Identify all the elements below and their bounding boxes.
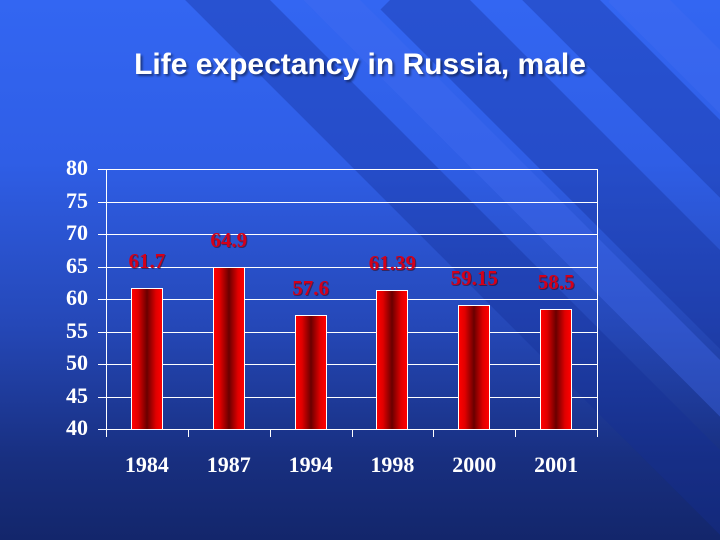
x-axis-tick (352, 429, 353, 437)
x-axis-tick (270, 429, 271, 437)
slide-title: Life expectancy in Russia, male (134, 48, 586, 81)
x-axis-tick (515, 429, 516, 437)
bar-1994 (294, 314, 327, 429)
plot-right-border (597, 169, 598, 437)
y-axis-tick-label: 50 (66, 350, 88, 375)
x-axis-tick-label: 1987 (206, 452, 251, 477)
bar-1984 (130, 287, 163, 429)
bar-value-label: 61.7 (128, 248, 166, 273)
x-axis-tick-label: 1984 (124, 452, 169, 477)
bar-value-label: 57.6 (292, 275, 329, 300)
x-axis-tick (433, 429, 434, 437)
gridline (98, 331, 597, 333)
gridline (98, 234, 597, 235)
y-axis-tick-label: 65 (66, 252, 88, 278)
gridline (98, 201, 597, 203)
gridline (98, 364, 597, 365)
bar-1998 (376, 289, 409, 429)
y-axis-tick-label: 55 (66, 317, 88, 343)
y-axis-tick-label: 80 (66, 155, 88, 180)
bar-value-label: 59.15 (450, 265, 498, 290)
x-axis-tick-label: 2000 (452, 452, 497, 477)
bar-1987 (212, 267, 245, 429)
gridline (98, 299, 597, 300)
bar-2000 (458, 304, 491, 429)
bar-value-label: 61.39 (368, 250, 417, 275)
gridline (98, 169, 597, 170)
gridline (98, 429, 597, 430)
x-axis-tick-label: 1998 (370, 452, 415, 477)
x-axis-tick-label: 1994 (288, 452, 333, 477)
y-axis-tick-label: 70 (66, 220, 88, 245)
gridline (98, 266, 597, 268)
y-axis-tick-label: 75 (66, 187, 88, 213)
x-axis-tick-label: 2001 (534, 452, 579, 477)
y-axis-line (106, 169, 107, 437)
bar-2001 (540, 308, 573, 429)
x-axis-tick (188, 429, 189, 437)
bar-value-label: 64.9 (210, 228, 248, 253)
gridline (98, 396, 597, 398)
bar-value-label: 58.5 (537, 269, 575, 294)
y-axis-tick-label: 60 (66, 285, 88, 310)
y-axis-tick-label: 45 (66, 382, 88, 408)
y-axis-tick-label: 40 (66, 415, 88, 440)
